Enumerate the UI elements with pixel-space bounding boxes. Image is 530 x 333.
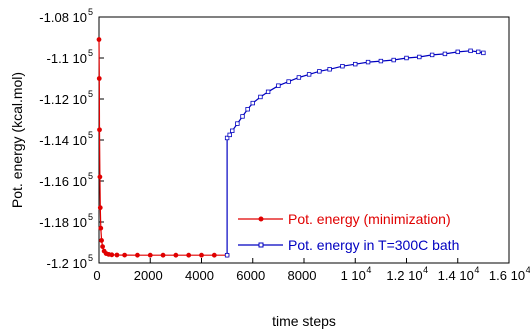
x-tick-label: 1 10 bbox=[341, 268, 366, 283]
series-point-1 bbox=[429, 52, 435, 58]
series-point-0 bbox=[135, 252, 140, 258]
x-tick-exponent: 4 bbox=[526, 265, 530, 275]
series-point-1 bbox=[258, 94, 263, 100]
y-axis-label: Pot. energy (kcal.mol) bbox=[9, 72, 25, 208]
y-tick-exponent: 5 bbox=[88, 171, 93, 181]
series-point-1 bbox=[481, 50, 486, 56]
series-point-1 bbox=[224, 135, 230, 141]
y-axis-ticks: -1.08 10 5-1.1 10 5-1.12 10 5-1.14 10 5-1.16… bbox=[39, 7, 104, 271]
series-layer bbox=[96, 37, 486, 258]
y-tick-label: -1.14 10 bbox=[39, 133, 87, 148]
series-point-0 bbox=[98, 225, 104, 231]
x-tick-label: 6000 bbox=[236, 268, 265, 283]
series-point-1 bbox=[468, 48, 473, 54]
legend-label-minimization: Pot. energy (minimization) bbox=[288, 211, 451, 227]
x-axis-ticks: 0 2000 4000 6000 8000 1 10 4 1.2 10 4 1.4 10 4 1.6 … bbox=[93, 258, 530, 283]
series-point-1 bbox=[455, 49, 460, 55]
y-tick-label: -1.08 10 bbox=[39, 10, 87, 25]
x-tick-label: 1.4 10 bbox=[438, 268, 474, 283]
series-point-1 bbox=[317, 69, 322, 74]
y-tick-label: -1.2 10 bbox=[47, 256, 87, 271]
y-tick-exponent: 5 bbox=[88, 89, 93, 99]
y-tick-label: -1.1 10 bbox=[47, 51, 87, 66]
legend-label-bath: Pot. energy in T=300C bath bbox=[288, 237, 459, 253]
y-tick-exponent: 5 bbox=[88, 253, 93, 263]
y-tick-exponent: 5 bbox=[88, 7, 93, 17]
legend-marker-bath bbox=[258, 242, 264, 248]
x-tick-label: 8000 bbox=[288, 268, 317, 283]
x-tick-exponent: 4 bbox=[474, 265, 479, 275]
series-point-0 bbox=[186, 252, 192, 258]
series-point-1 bbox=[224, 253, 230, 258]
series-point-0 bbox=[96, 76, 102, 81]
series-point-0 bbox=[114, 252, 120, 258]
series-point-0 bbox=[99, 238, 104, 243]
series-point-0 bbox=[160, 252, 166, 258]
x-tick-exponent: 4 bbox=[423, 265, 428, 275]
y-tick-label: -1.18 10 bbox=[39, 215, 87, 230]
x-tick-label: 4000 bbox=[185, 268, 214, 283]
series-point-1 bbox=[378, 58, 384, 64]
series-point-1 bbox=[353, 61, 358, 67]
series-point-1 bbox=[265, 89, 271, 95]
series-point-1 bbox=[327, 67, 332, 72]
x-tick-label: 0 bbox=[93, 268, 100, 283]
series-point-0 bbox=[97, 174, 103, 180]
x-tick-exponent: 4 bbox=[366, 265, 371, 275]
series-point-0 bbox=[97, 127, 102, 133]
series-point-0 bbox=[147, 252, 153, 258]
plot-area bbox=[98, 16, 510, 264]
series-point-0 bbox=[97, 205, 103, 211]
series-point-1 bbox=[296, 75, 302, 80]
series-point-1 bbox=[340, 64, 345, 69]
series-point-1 bbox=[235, 121, 240, 126]
y-tick-exponent: 5 bbox=[88, 48, 93, 58]
series-point-1 bbox=[276, 83, 281, 88]
series-point-1 bbox=[365, 59, 371, 65]
series-point-0 bbox=[173, 252, 179, 258]
series-point-0 bbox=[122, 252, 128, 258]
series-point-1 bbox=[240, 114, 245, 119]
series-point-1 bbox=[227, 132, 232, 138]
series-point-1 bbox=[245, 107, 250, 112]
series-point-0 bbox=[96, 37, 102, 42]
x-tick-label: 1.6 10 bbox=[489, 268, 525, 283]
series-point-1 bbox=[230, 128, 235, 133]
x-axis-label: time steps bbox=[272, 313, 336, 329]
series-point-1 bbox=[476, 49, 481, 55]
y-tick-exponent: 5 bbox=[88, 130, 93, 140]
series-point-1 bbox=[391, 57, 396, 63]
legend-marker-minimization bbox=[258, 216, 264, 222]
x-tick-label: 2000 bbox=[134, 268, 163, 283]
series-point-1 bbox=[404, 55, 409, 61]
series-point-0 bbox=[211, 252, 217, 258]
y-tick-label: -1.16 10 bbox=[39, 174, 87, 189]
series-point-0 bbox=[109, 252, 115, 258]
x-tick-label: 1.2 10 bbox=[386, 268, 422, 283]
y-tick-label: -1.12 10 bbox=[39, 92, 87, 107]
series-point-1 bbox=[286, 79, 291, 84]
y-tick-exponent: 5 bbox=[88, 212, 93, 222]
legend: Pot. energy (minimization) Pot. energy i… bbox=[238, 211, 459, 253]
series-point-0 bbox=[199, 252, 204, 258]
series-point-1 bbox=[417, 54, 422, 60]
series-point-1 bbox=[442, 51, 448, 57]
series-point-1 bbox=[306, 72, 312, 77]
series-point-1 bbox=[250, 100, 255, 106]
series-point-0 bbox=[100, 244, 105, 250]
